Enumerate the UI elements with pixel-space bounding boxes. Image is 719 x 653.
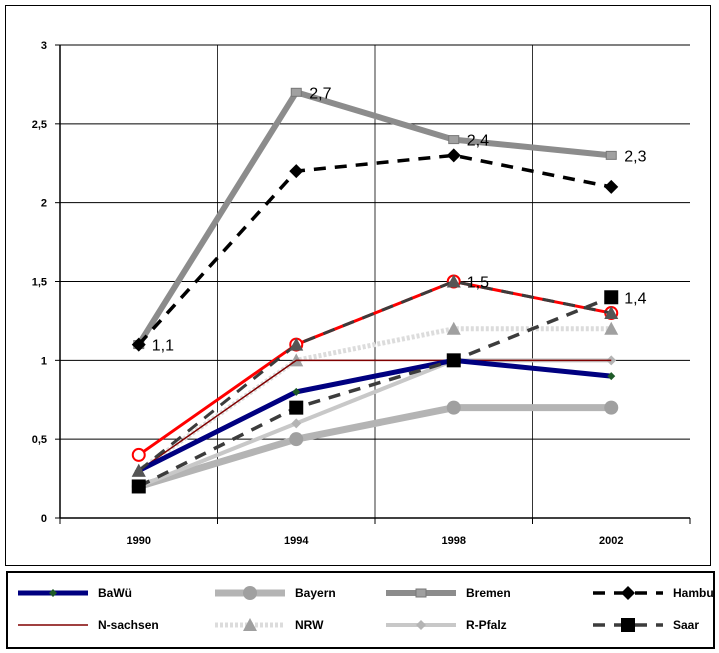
data-label: 2,3	[624, 148, 646, 165]
legend-label: Saar	[673, 618, 699, 632]
line-chart: 0 0,5 1 1,5 2 2,5 3 1990 1994 1998 2002 1,1 2,7 2,4 2,…	[32, 40, 691, 547]
series-line	[137, 153, 612, 346]
series-baw-	[134, 356, 616, 475]
data-point-marker	[289, 337, 304, 351]
legend-item: Bayern	[215, 586, 336, 600]
data-point-marker	[292, 387, 301, 396]
data-point-marker	[448, 135, 460, 145]
data-point-marker	[243, 586, 257, 600]
data-label: 2,4	[467, 133, 489, 150]
data-point-marker	[604, 400, 619, 415]
data-point-marker	[446, 321, 461, 335]
y-tick-label: 0	[41, 513, 47, 525]
data-point-marker	[446, 274, 461, 288]
data-point-marker	[289, 400, 304, 415]
chart-legend: BaWü Bayern Bremen Hamburg N-sachsen NRW R-Pfa…	[6, 571, 715, 649]
legend-label: NRW	[295, 618, 324, 632]
data-point-marker	[607, 372, 616, 381]
data-point-marker	[446, 353, 461, 368]
legend-item: Hamburg	[593, 586, 715, 600]
legend-label: Hamburg	[673, 586, 715, 600]
data-point-marker	[446, 400, 461, 415]
y-tick-label: 2	[41, 198, 47, 210]
data-point-marker	[415, 588, 427, 598]
series-line	[138, 359, 612, 472]
legend-item: Saar	[593, 618, 699, 632]
series-line	[137, 404, 612, 490]
x-tick-label: 2002	[599, 535, 623, 547]
y-tick-label: 1	[41, 355, 47, 367]
legend-item: BaWü	[18, 586, 132, 600]
legend-label: BaWü	[98, 586, 132, 600]
data-point-marker	[291, 418, 302, 429]
data-point-marker	[446, 148, 461, 163]
data-point-marker	[621, 586, 635, 600]
legend-item: N-sachsen	[18, 618, 159, 632]
data-point-marker	[131, 337, 146, 352]
series-line	[137, 280, 612, 472]
legend-label: Bayern	[295, 586, 336, 600]
legend-item: R-Pfalz	[386, 618, 507, 632]
data-point-marker	[131, 463, 146, 477]
x-tick-label: 1998	[442, 535, 466, 547]
chart-area	[5, 5, 711, 566]
data-point-marker	[131, 447, 146, 462]
data-point-marker	[605, 150, 617, 160]
data-point-marker	[49, 589, 57, 597]
data-point-marker	[416, 620, 426, 630]
series-saar	[131, 290, 619, 494]
data-point-marker	[621, 618, 635, 632]
series-line	[137, 295, 612, 489]
series-line	[137, 357, 612, 473]
data-label: 1,5	[467, 275, 489, 292]
legend-label: R-Pfalz	[466, 618, 507, 632]
y-tick-label: 1,5	[32, 277, 47, 289]
series-hamburg	[131, 148, 619, 352]
legend-label: Bremen	[466, 586, 511, 600]
legend-item: Bremen	[386, 586, 511, 600]
data-label: 2,7	[309, 85, 331, 102]
series-line	[136, 89, 612, 347]
y-tick-label: 0,5	[32, 434, 47, 446]
y-tick-label: 2,5	[32, 119, 47, 131]
data-point-marker	[131, 479, 146, 494]
data-point-marker	[604, 179, 619, 194]
data-point-marker	[289, 432, 304, 447]
data-point-marker	[289, 164, 304, 179]
data-point-marker	[290, 87, 302, 97]
data-point-marker	[604, 306, 619, 320]
x-tick-label: 1990	[127, 535, 151, 547]
data-label: 1,4	[624, 290, 646, 307]
x-tick-label: 1994	[284, 535, 309, 547]
data-point-marker	[604, 321, 619, 335]
data-label: 1,1	[152, 338, 174, 355]
data-point-marker	[604, 290, 619, 305]
y-tick-label: 3	[41, 40, 47, 52]
legend-label: N-sachsen	[98, 618, 159, 632]
data-point-marker	[243, 618, 257, 631]
series-unlabeled-9	[131, 274, 619, 477]
legend-item: NRW	[215, 618, 324, 632]
series-n-sachsen	[138, 359, 612, 472]
